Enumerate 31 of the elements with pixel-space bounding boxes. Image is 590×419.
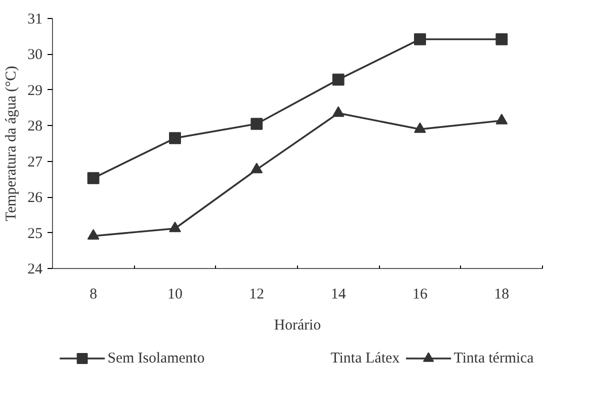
- y-tick-label: 29: [28, 82, 42, 99]
- y-tick-label: 27: [28, 154, 43, 170]
- y-tick-label: 28: [28, 118, 42, 135]
- point: [250, 162, 263, 174]
- legend-label: Sem Isolamento: [108, 350, 205, 366]
- point: [169, 222, 181, 232]
- y-tick-label: 30: [28, 47, 42, 64]
- point: [496, 114, 508, 124]
- y-tick-label: 26: [28, 190, 43, 206]
- x-tick-label: 10: [168, 286, 182, 302]
- x-axis-title: Horário: [274, 318, 321, 334]
- point: [87, 229, 100, 240]
- x-tick-label: 16: [412, 286, 428, 302]
- point: [496, 33, 508, 46]
- text: Tinta Látex: [330, 350, 400, 366]
- point: [87, 172, 100, 184]
- point: [250, 118, 263, 130]
- y-axis-title: Temperatura da água (°C): [4, 66, 20, 222]
- y-tick-label: 31: [28, 12, 42, 28]
- y-tick-label: 25: [28, 226, 42, 242]
- x-tick-label: 8: [90, 286, 98, 302]
- point: [332, 106, 344, 117]
- x-tick-label: 18: [494, 286, 510, 302]
- point: [414, 122, 426, 133]
- x-tick-label: 14: [330, 286, 346, 302]
- legend-label: Tinta térmica: [454, 350, 534, 366]
- point: [169, 132, 181, 144]
- point: [332, 74, 344, 86]
- point: [414, 33, 426, 46]
- y-tick-label: 24: [28, 262, 43, 278]
- x-tick-label: 12: [249, 286, 264, 302]
